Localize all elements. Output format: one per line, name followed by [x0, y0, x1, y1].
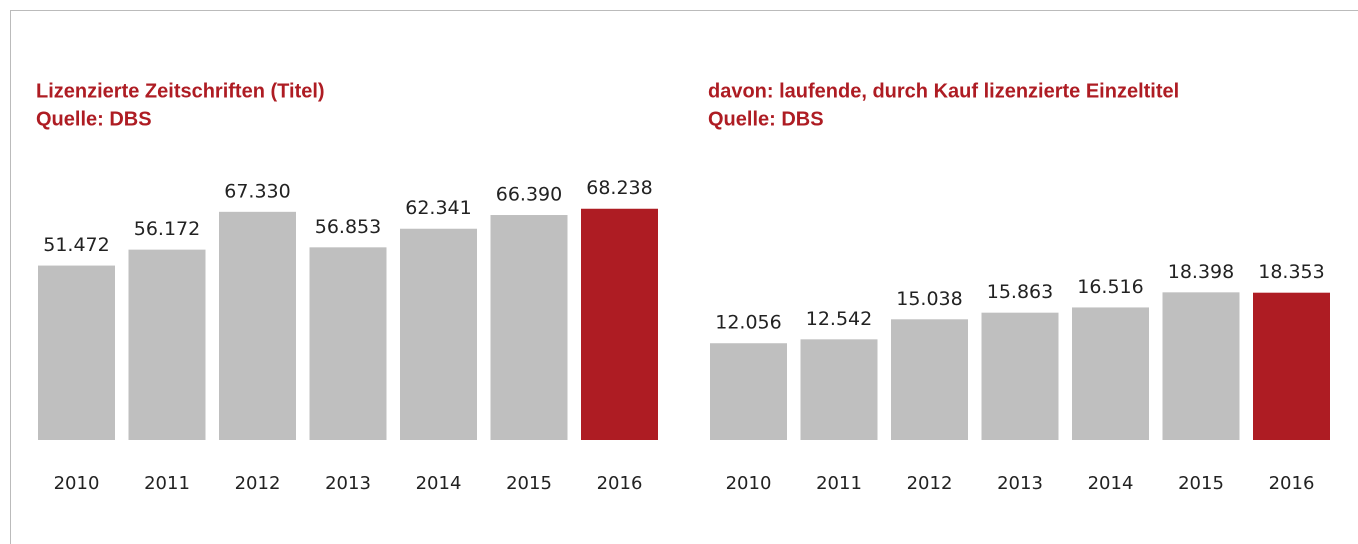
value-label: 51.472	[43, 234, 109, 256]
bar	[38, 265, 115, 440]
value-label: 15.038	[896, 288, 962, 310]
bar	[800, 339, 878, 440]
chart-subtitle: Quelle: DBS	[36, 108, 152, 130]
value-label: 67.330	[224, 180, 290, 202]
x-tick-label: 2011	[144, 473, 190, 494]
chart-title: davon: laufende, durch Kauf lizenzierte …	[708, 80, 1179, 102]
chart-title: Lizenzierte Zeitschriften (Titel)	[36, 80, 325, 102]
bar	[581, 208, 658, 440]
value-label: 56.172	[134, 218, 200, 240]
bar	[219, 211, 296, 440]
x-tick-label: 2016	[1269, 473, 1315, 494]
value-label: 15.863	[987, 281, 1053, 303]
bar	[710, 343, 787, 440]
value-label: 12.542	[806, 308, 872, 330]
value-label: 56.853	[315, 216, 381, 238]
x-tick-label: 2013	[325, 473, 371, 494]
x-tick-label: 2013	[997, 473, 1043, 494]
value-label: 68.238	[586, 177, 652, 199]
bar	[1253, 292, 1330, 440]
x-tick-label: 2010	[726, 473, 772, 494]
bar	[128, 249, 206, 440]
x-tick-label: 2014	[1088, 473, 1134, 494]
value-label: 18.353	[1258, 261, 1324, 283]
bar	[400, 228, 477, 440]
x-tick-label: 2014	[416, 473, 462, 494]
chart-subtitle: Quelle: DBS	[708, 108, 824, 130]
bar	[891, 319, 968, 440]
x-tick-label: 2012	[235, 473, 281, 494]
x-tick-label: 2016	[597, 473, 643, 494]
frame	[10, 10, 1358, 544]
bar	[1162, 292, 1240, 440]
x-tick-label: 2012	[907, 473, 953, 494]
bar	[309, 247, 387, 440]
bar	[1072, 307, 1149, 440]
x-tick-label: 2010	[54, 473, 100, 494]
x-tick-label: 2015	[506, 473, 552, 494]
value-label: 16.516	[1077, 276, 1143, 298]
value-label: 62.341	[405, 197, 471, 219]
value-label: 12.056	[715, 312, 781, 334]
value-label: 66.390	[496, 184, 562, 206]
x-tick-label: 2011	[816, 473, 862, 494]
x-tick-label: 2015	[1178, 473, 1224, 494]
value-label: 18.398	[1168, 261, 1234, 283]
bar	[981, 312, 1059, 440]
bar	[490, 215, 568, 440]
